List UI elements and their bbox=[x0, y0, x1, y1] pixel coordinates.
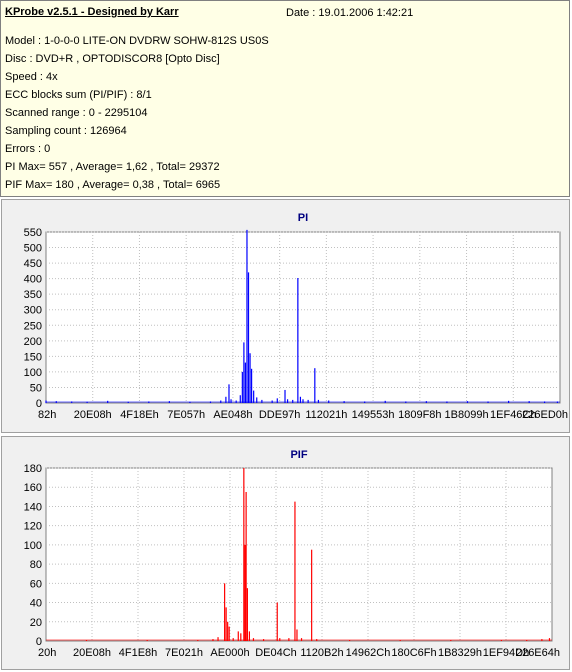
pif-y-tick-label: 120 bbox=[24, 521, 42, 533]
pi-chart-panel: PI 0 50 100 150 200 250 300 350 400 450 500 550 82h 20… bbox=[1, 199, 570, 433]
pif-x-tick-label: 180C6Fh bbox=[391, 647, 436, 659]
pi-x-tick-label: AE048h bbox=[213, 409, 252, 421]
pif-plot-area bbox=[45, 467, 553, 642]
pif-x-tick-label: 1EF94Dh bbox=[483, 647, 529, 659]
pi-x-tick-label: 1EF46Ch bbox=[490, 409, 536, 421]
pi-y-tick-label: 150 bbox=[24, 351, 42, 363]
pif-y-tick-label: 60 bbox=[30, 578, 42, 590]
info-ecc-sum: ECC blocks sum (PI/PIF) : 8/1 bbox=[5, 89, 152, 101]
info-model: Model : 1-0-0-0 LITE-ON DVDRW SOHW-812S … bbox=[5, 35, 269, 47]
pi-x-tick-label: 1B8099h bbox=[445, 409, 489, 421]
pif-x-tick-label: 226E64h bbox=[516, 647, 560, 659]
pi-x-tick-label: 112021h bbox=[305, 409, 347, 421]
pi-y-tick-label: 350 bbox=[24, 289, 42, 301]
pi-y-tick-label: 550 bbox=[24, 227, 42, 239]
pi-y-tick-label: 200 bbox=[24, 336, 42, 348]
pif-x-tick-label: 20h bbox=[38, 647, 56, 659]
pif-y-tick-label: 80 bbox=[30, 559, 42, 571]
pi-y-tick-label: 500 bbox=[24, 243, 42, 255]
info-errors: Errors : 0 bbox=[5, 143, 51, 155]
pi-x-tick-label: 20E08h bbox=[74, 409, 112, 421]
pi-y-tick-label: 100 bbox=[24, 367, 42, 379]
pi-plot-area bbox=[45, 231, 561, 404]
pif-x-tick-label: 20E08h bbox=[73, 647, 111, 659]
pi-x-tick-label: 226ED0h bbox=[522, 409, 568, 421]
pif-chart-title: PIF bbox=[290, 449, 307, 461]
pif-x-tick-label: DE04Ch bbox=[255, 647, 297, 659]
pi-chart-title: PI bbox=[298, 212, 308, 224]
info-pi-stats: PI Max= 557 , Average= 1,62 , Total= 293… bbox=[5, 161, 220, 173]
pif-y-tick-label: 100 bbox=[24, 540, 42, 552]
pif-y-tick-label: 140 bbox=[24, 501, 42, 513]
pi-y-tick-label: 300 bbox=[24, 305, 42, 317]
scan-date: Date : 19.01.2006 1:42:21 bbox=[286, 7, 414, 19]
pif-y-tick-label: 0 bbox=[36, 636, 42, 648]
app-title: KProbe v2.5.1 - Designed by Karr bbox=[5, 6, 179, 18]
pif-chart-panel: PIF 0 20 40 60 80 100 120 140 160 180 20h 20E08h 4F1E… bbox=[1, 436, 570, 670]
pi-x-tick-label: 82h bbox=[38, 409, 56, 421]
pif-chart: PIF 0 20 40 60 80 100 120 140 160 180 20h 20E08h 4F1E… bbox=[24, 449, 560, 659]
pi-x-tick-label: 7E057h bbox=[167, 409, 205, 421]
pi-x-tick-label: 149553h bbox=[352, 409, 395, 421]
pi-chart: PI 0 50 100 150 200 250 300 350 400 450 500 550 82h 20… bbox=[24, 212, 568, 421]
pif-y-tick-label: 40 bbox=[30, 598, 42, 610]
pif-y-tick-label: 180 bbox=[24, 463, 42, 475]
info-speed: Speed : 4x bbox=[5, 71, 58, 83]
pi-x-tick-label: 1809F8h bbox=[398, 409, 441, 421]
pi-y-tick-label: 400 bbox=[24, 274, 42, 286]
pif-x-tick-label: 14962Ch bbox=[346, 647, 391, 659]
pif-y-tick-label: 160 bbox=[24, 482, 42, 494]
pi-y-tick-label: 450 bbox=[24, 258, 42, 270]
pif-x-tick-label: 7E021h bbox=[165, 647, 203, 659]
info-scanned-range: Scanned range : 0 - 2295104 bbox=[5, 107, 148, 119]
pi-x-tick-label: DDE97h bbox=[259, 409, 301, 421]
pif-x-tick-label: 1120B2h bbox=[300, 647, 343, 659]
pif-y-tick-label: 20 bbox=[30, 617, 42, 629]
info-sampling-count: Sampling count : 126964 bbox=[5, 125, 127, 137]
pi-x-tick-label: 4F18Eh bbox=[120, 409, 159, 421]
pif-x-tick-label: 4F1E8h bbox=[119, 647, 158, 659]
pi-y-tick-label: 0 bbox=[36, 398, 42, 410]
pif-x-tick-label: AE000h bbox=[210, 647, 249, 659]
pif-x-tick-label: 1B8329h bbox=[438, 647, 482, 659]
info-panel: KProbe v2.5.1 - Designed by Karr Date : … bbox=[0, 0, 570, 197]
info-disc: Disc : DVD+R , OPTODISCOR8 [Opto Disc] bbox=[5, 53, 220, 65]
info-pif-stats: PIF Max= 180 , Average= 0,38 , Total= 69… bbox=[5, 179, 221, 191]
pi-y-tick-label: 50 bbox=[30, 382, 42, 394]
pi-y-tick-label: 250 bbox=[24, 320, 42, 332]
